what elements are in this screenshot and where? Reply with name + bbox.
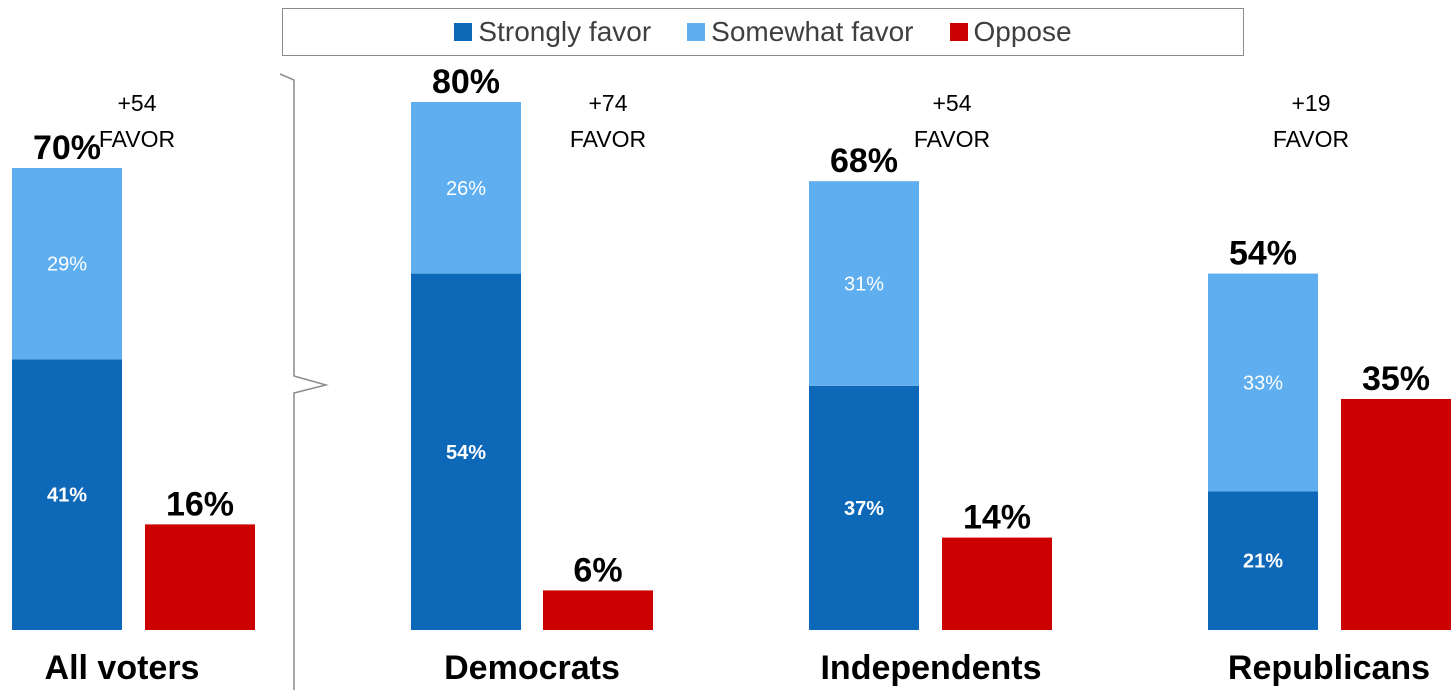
bar-strongly-favor <box>809 385 919 630</box>
data-label-favor-total: 80% <box>432 63 500 101</box>
legend-swatch-strongly-favor <box>454 23 473 41</box>
data-label-somewhat-favor: 26% <box>446 178 486 200</box>
category-label: Republicans <box>1228 649 1430 687</box>
bar-oppose <box>145 524 255 630</box>
legend-item-somewhat-favor: Somewhat favor <box>687 16 914 48</box>
data-label-favor-total: 68% <box>830 142 898 180</box>
legend-swatch-oppose <box>949 23 968 41</box>
bar-somewhat-favor <box>809 181 919 386</box>
bar-somewhat-favor <box>1208 273 1318 492</box>
data-label-strongly-favor: 21% <box>1243 551 1283 573</box>
data-label-oppose: 6% <box>573 551 622 589</box>
data-label-oppose: 35% <box>1362 360 1430 398</box>
category-label: All voters <box>45 649 200 687</box>
data-label-strongly-favor: 54% <box>446 442 486 464</box>
data-label-favor-total: 54% <box>1229 235 1297 273</box>
net-favor-value: +74 <box>588 90 627 116</box>
net-favor-word: FAVOR <box>914 126 990 152</box>
legend-item-strongly-favor: Strongly favor <box>454 16 651 48</box>
category-label: Democrats <box>444 649 620 687</box>
net-favor-value: +54 <box>117 90 156 116</box>
data-label-strongly-favor: 37% <box>844 498 884 520</box>
bar-strongly-favor <box>411 273 521 630</box>
bar-strongly-favor <box>1208 491 1318 630</box>
bar-oppose <box>1341 399 1451 630</box>
legend-label-somewhat-favor: Somewhat favor <box>711 16 914 47</box>
legend: Strongly favor Somewhat favor Oppose <box>282 8 1244 56</box>
bar-oppose <box>942 537 1052 630</box>
legend-swatch-somewhat-favor <box>687 23 706 41</box>
data-label-somewhat-favor: 33% <box>1243 373 1283 395</box>
net-favor-value: +54 <box>932 90 971 116</box>
data-label-favor-total: 70% <box>33 129 101 167</box>
bar-oppose <box>543 590 653 630</box>
data-label-oppose: 14% <box>963 499 1031 537</box>
bar-somewhat-favor <box>411 102 521 274</box>
data-label-somewhat-favor: 29% <box>47 254 87 276</box>
legend-label-strongly-favor: Strongly favor <box>478 16 652 47</box>
data-label-oppose: 16% <box>166 485 234 523</box>
group-divider-bracket <box>279 73 329 690</box>
bar-strongly-favor <box>12 359 122 630</box>
net-favor-word: FAVOR <box>570 126 646 152</box>
net-favor-word: FAVOR <box>1273 126 1349 152</box>
category-label: Independents <box>820 649 1041 687</box>
net-favor-word: FAVOR <box>99 126 175 152</box>
legend-label-oppose: Oppose <box>973 16 1072 47</box>
data-label-strongly-favor: 41% <box>47 485 87 507</box>
net-favor-value: +19 <box>1291 90 1330 116</box>
legend-item-oppose: Oppose <box>949 16 1072 48</box>
data-label-somewhat-favor: 31% <box>844 274 884 296</box>
bar-somewhat-favor <box>12 168 122 360</box>
